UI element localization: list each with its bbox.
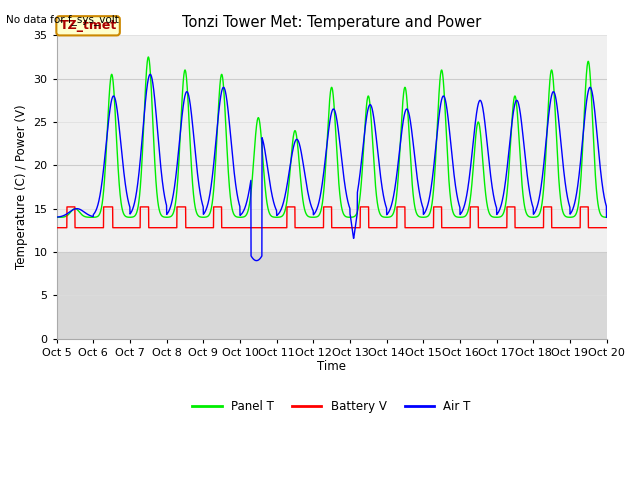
Air T: [53, 214, 61, 220]
Panel T: [145, 54, 152, 60]
X-axis label: Time: Time: [317, 360, 346, 373]
Battery V: [603, 225, 611, 230]
Air T: [288, 153, 296, 159]
Battery V: [53, 225, 61, 230]
Battery V: [592, 225, 600, 230]
Air T: [147, 72, 154, 77]
Battery V: [264, 225, 271, 230]
Battery V: [116, 225, 124, 230]
Air T: [592, 122, 600, 128]
Panel T: [603, 215, 611, 220]
Line: Panel T: Panel T: [57, 57, 607, 217]
Line: Air T: Air T: [57, 74, 607, 261]
Air T: [148, 77, 156, 83]
Bar: [57, 252, 607, 338]
Line: Battery V: Battery V: [57, 207, 607, 228]
Battery V: [288, 204, 296, 210]
Text: No data for f_sys_volt: No data for f_sys_volt: [6, 14, 119, 25]
Battery V: [533, 225, 541, 230]
Air T: [264, 168, 272, 173]
Battery V: [148, 225, 156, 230]
Air T: [116, 127, 124, 132]
Panel T: [533, 214, 541, 220]
Y-axis label: Temperature (C) / Power (V): Temperature (C) / Power (V): [15, 105, 28, 269]
Legend: Panel T, Battery V, Air T: Panel T, Battery V, Air T: [188, 395, 476, 418]
Panel T: [116, 184, 124, 190]
Panel T: [264, 204, 271, 210]
Panel T: [288, 150, 296, 156]
Panel T: [148, 106, 156, 111]
Panel T: [53, 215, 61, 220]
Air T: [533, 204, 541, 210]
Panel T: [592, 180, 600, 186]
Title: Tonzi Tower Met: Temperature and Power: Tonzi Tower Met: Temperature and Power: [182, 15, 481, 30]
Air T: [253, 258, 260, 264]
Battery V: [63, 204, 71, 210]
Air T: [603, 215, 611, 220]
Text: TZ_tmet: TZ_tmet: [60, 19, 116, 32]
